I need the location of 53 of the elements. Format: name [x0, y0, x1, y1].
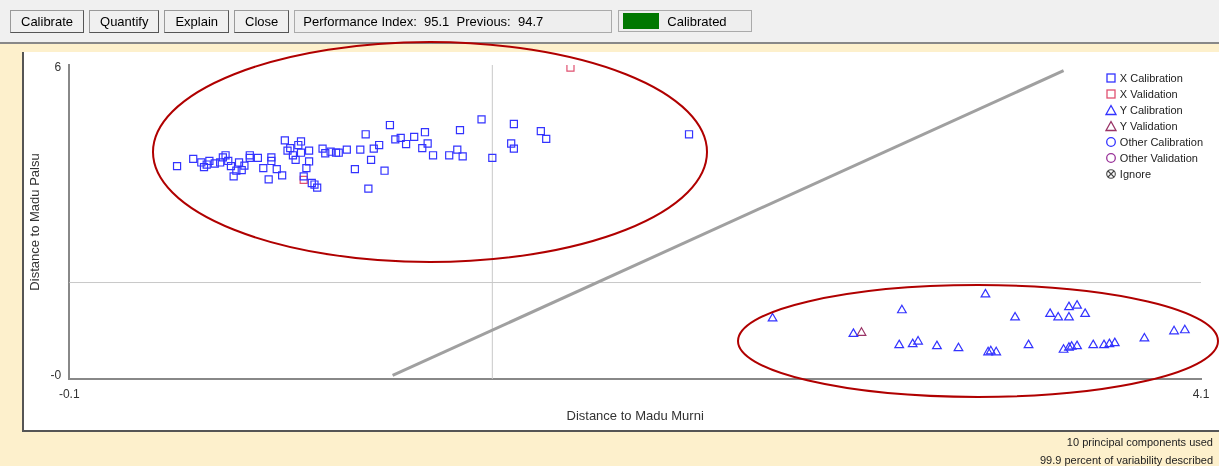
point: [299, 175, 308, 185]
point: [953, 342, 964, 352]
x-axis-title: Distance to Madu Murni: [566, 407, 704, 423]
point: [980, 288, 991, 298]
point: [1179, 324, 1190, 334]
point: [1109, 337, 1120, 347]
legend-label: Other Calibration: [1118, 135, 1203, 150]
legend-label: Y Calibration: [1118, 103, 1184, 118]
point: [991, 346, 1002, 356]
legend-label: X Calibration: [1118, 71, 1184, 86]
point: [1080, 308, 1091, 317]
text: 10 principal components used: [1065, 435, 1213, 450]
legend-label: Other Validation: [1118, 151, 1199, 166]
text: Performance Index: 95.1 Previous: 94.7: [294, 9, 613, 33]
point: [856, 327, 867, 336]
y-tick-label: -0: [50, 367, 62, 382]
point: [1139, 332, 1150, 342]
point: [1088, 339, 1099, 349]
point: [767, 312, 778, 322]
text: Explain: [164, 9, 230, 33]
point: [907, 338, 918, 348]
text: 99.9 percent of variability described: [1039, 453, 1213, 466]
point: [896, 304, 907, 314]
legend-label: Ignore: [1118, 167, 1153, 182]
x-tick-label: 4.1: [1192, 386, 1210, 401]
point: [1066, 341, 1077, 350]
point: [1023, 339, 1034, 349]
point: [1045, 308, 1056, 317]
text: Calibrate: [10, 9, 85, 33]
x-tick-label: -0.1: [58, 386, 80, 401]
point: [1058, 344, 1069, 353]
y-axis-title: Distance to Madu Palsu: [27, 153, 43, 291]
point: [913, 335, 923, 345]
point: [1064, 311, 1074, 321]
point: [1064, 301, 1074, 311]
point: [566, 65, 575, 72]
point: [894, 339, 905, 349]
legend-label: X Validation: [1118, 87, 1179, 102]
point: [848, 328, 859, 337]
point: [1072, 340, 1082, 350]
text: Calibrated: [618, 10, 753, 32]
point: [1053, 311, 1064, 321]
point: [1072, 300, 1082, 309]
point: [1099, 339, 1109, 349]
point: [1064, 342, 1074, 351]
y-tick-label: 6: [54, 59, 62, 74]
point: [1010, 311, 1020, 321]
point: [932, 340, 942, 350]
text: Close: [234, 9, 290, 33]
legend-label: Y Validation: [1118, 119, 1179, 134]
point: [1104, 338, 1115, 348]
text: Quantify: [89, 9, 160, 33]
point: [1169, 325, 1179, 335]
